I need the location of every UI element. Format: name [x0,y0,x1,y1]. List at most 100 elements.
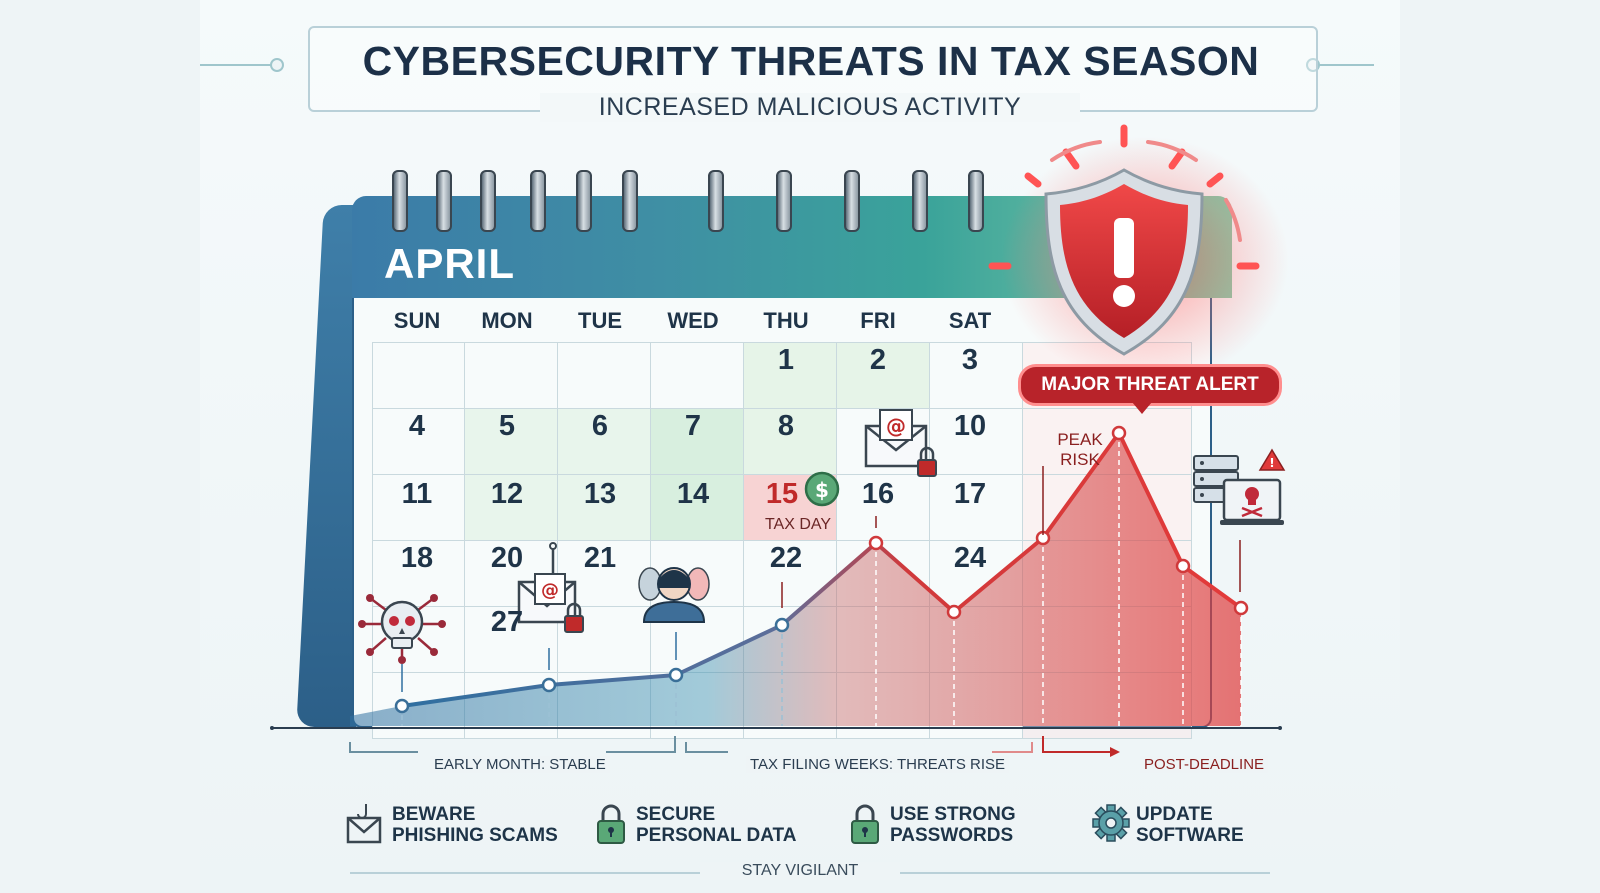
phase-bracket-mid [685,742,728,753]
alert-ticks [988,124,1260,270]
calendar-cell [372,540,466,607]
calendar-day-20: 20 [490,542,524,574]
threat-point [1111,425,1127,441]
calendar-day-17: 17 [953,478,987,510]
calendar-ring [968,170,984,232]
calendar-ring [622,170,638,232]
svg-text:@: @ [886,414,906,438]
phase-bracket-early [349,742,418,753]
timeline-axis-end [270,726,274,730]
phase-bracket-mid-end [992,742,1033,753]
calendar-day-10: 10 [953,410,987,442]
weekday-tue: TUE [578,308,622,333]
title-right-line [1314,64,1374,66]
threat-points [394,425,1249,714]
threat-point [668,667,684,683]
alert-badge-pointer [1132,402,1152,414]
weekday-sat: SAT [948,308,992,333]
calendar-day-22: 22 [769,542,803,574]
calendar-cell [372,342,466,409]
calendar-ring [912,170,928,232]
calendar-month: APRIL [384,240,515,287]
dollar-coin-icon: $ [804,471,840,507]
tip-update-software: UPDATE SOFTWARE [1136,804,1244,846]
calendar-cell [836,474,930,541]
calendar-cell [557,474,651,541]
title-left-line [200,64,280,66]
tip-passwords-line2: PASSWORDS [890,825,1014,846]
page-subtitle: INCREASED MALICIOUS ACTIVITY [540,93,1080,122]
calendar-day-14: 14 [676,478,710,510]
tax-day-label: TAX DAY [764,516,832,533]
threat-line [401,431,1243,708]
title-left-dot [270,58,284,72]
calendar-day-3: 3 [961,344,979,376]
calendar-day-6: 6 [591,410,609,442]
phishing-email-icon: @ [517,542,584,633]
threat-point [774,617,790,633]
calendar-day-16: 16 [861,478,895,510]
calendar-ring [708,170,724,232]
calendar-day-5: 5 [498,410,516,442]
phase-arrow-icon [1110,747,1120,757]
alert-dashes [1050,140,1242,242]
tip-personal-data-line1: SECURE [636,804,716,825]
calendar-day-8: 8 [777,410,795,442]
calendar-day-1: 1 [777,344,795,376]
threat-droplines [401,433,1242,726]
calendar-ring [844,170,860,232]
tip-update-line1: UPDATE [1136,804,1213,825]
calendar-ring [392,170,408,232]
hacker-icon [638,567,710,623]
shield-alert-icon [1044,168,1204,356]
calendar-ring [776,170,792,232]
calendar-day-21: 21 [583,542,617,574]
threat-point [1175,558,1191,574]
stay-vigilant-footer: STAY VIGILANT [700,862,900,880]
tip-personal-data-line2: PERSONAL DATA [636,825,797,846]
calendar-cell [929,474,1023,541]
calendar-ring [436,170,452,232]
peak-risk-label: PEAK RISK [1057,430,1103,469]
svg-text:$: $ [815,478,829,502]
svg-text:!: ! [1269,456,1274,470]
tip-phishing-line1: BEWARE [392,804,476,825]
phase-bracket-post [1042,736,1110,753]
tip-update-line2: SOFTWARE [1136,825,1244,846]
calendar-day-18: 18 [400,542,434,574]
weekday-fri: FRI [860,308,896,333]
calendar-day-2: 2 [869,344,887,376]
phase-early-month: EARLY MONTH: STABLE [430,756,610,773]
calendar-cell [464,408,558,475]
calendar-day-4: 4 [408,410,426,442]
threat-point [868,535,884,551]
svg-text:@: @ [541,580,559,601]
calendar-cell [929,342,1023,409]
threat-point [946,604,962,620]
calendar-day-7: 7 [684,410,702,442]
major-threat-alert-badge: MAJOR THREAT ALERT [1018,364,1282,406]
calendar-day-15: 15 [765,478,799,510]
threat-point [541,677,557,693]
weekday-thu: THU [763,308,809,333]
tip-phishing-line2: PHISHING SCAMS [392,825,558,846]
calendar-ring [480,170,496,232]
calendar-cell [650,342,744,409]
calendar-cell [836,342,930,409]
calendar-cell [557,342,651,409]
calendar-day-11: 11 [401,478,433,510]
padlock-icon [597,804,625,844]
padlock-icon [851,804,879,844]
threat-area [350,433,1241,726]
calendar-cell [372,408,466,475]
calendar-day-13: 13 [583,478,617,510]
phase-bracket-early-end [606,736,676,753]
tip-passwords-line1: USE STRONG [890,804,1016,825]
tip-personal-data: SECURE PERSONAL DATA [636,804,796,846]
secure-email-icon: @ [864,409,937,477]
calendar-cell [464,606,558,673]
threat-point [1233,600,1249,616]
calendar-day-24: 24 [953,542,987,574]
weekday-mon: MON [481,308,533,333]
weekday-sun: SUN [393,308,441,333]
